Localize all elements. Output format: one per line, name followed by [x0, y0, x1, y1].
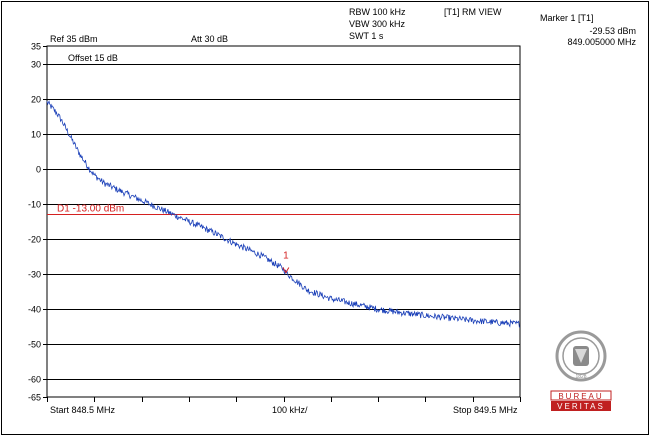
y-tick-label: 30 [31, 60, 41, 70]
y-tick-label: 0 [36, 165, 41, 175]
svg-text:1828: 1828 [575, 374, 586, 380]
marker-frequency: 849.005000 MHz [567, 37, 636, 47]
trace-mode-label: [T1] RM VIEW [444, 7, 502, 17]
svg-text:BUREAU: BUREAU [558, 392, 603, 401]
y-tick-label: -40 [28, 305, 41, 315]
marker-title: Marker 1 [T1] [540, 13, 594, 23]
rbw-label: RBW 100 kHz [349, 7, 406, 17]
swt-label: SWT 1 s [349, 31, 384, 41]
display-line-label: D1 -13.00 dBm [57, 204, 124, 215]
attenuation-label: Att 30 dB [191, 34, 229, 44]
ref-level-label: Ref 35 dBm [50, 34, 98, 44]
plot-area [46, 45, 521, 398]
stop-frequency: Stop 849.5 MHz [453, 405, 518, 415]
y-tick-label: -50 [28, 340, 41, 350]
y-tick-label: -10 [28, 200, 41, 210]
marker-1-symbol [282, 267, 290, 274]
y-tick-label: -30 [28, 270, 41, 280]
bureau-veritas-seal-icon: BUREAU VERITAS 1828 [550, 330, 612, 411]
span-per-division: 100 kHz/ [272, 405, 308, 415]
start-frequency: Start 848.5 MHz [50, 405, 116, 415]
y-tick-label: 20 [31, 95, 41, 105]
offset-label: Offset 15 dB [68, 53, 118, 63]
y-tick-label: 10 [31, 130, 41, 140]
bureau-veritas-logo: BUREAU VERITAS 1828 [549, 329, 613, 418]
y-tick-label: -20 [28, 235, 41, 245]
trace-line [46, 100, 521, 328]
y-tick-label: -65 [28, 393, 41, 403]
vbw-label: VBW 300 kHz [349, 19, 406, 29]
y-tick-label: 35 [31, 42, 41, 52]
svg-text:VERITAS: VERITAS [557, 402, 605, 411]
marker-level: -29.53 dBm [589, 26, 636, 36]
y-tick-label: -60 [28, 375, 41, 385]
marker-1-label: 1 [283, 251, 289, 262]
